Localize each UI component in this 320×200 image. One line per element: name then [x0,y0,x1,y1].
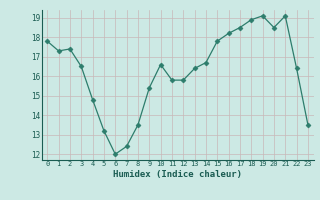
X-axis label: Humidex (Indice chaleur): Humidex (Indice chaleur) [113,170,242,179]
